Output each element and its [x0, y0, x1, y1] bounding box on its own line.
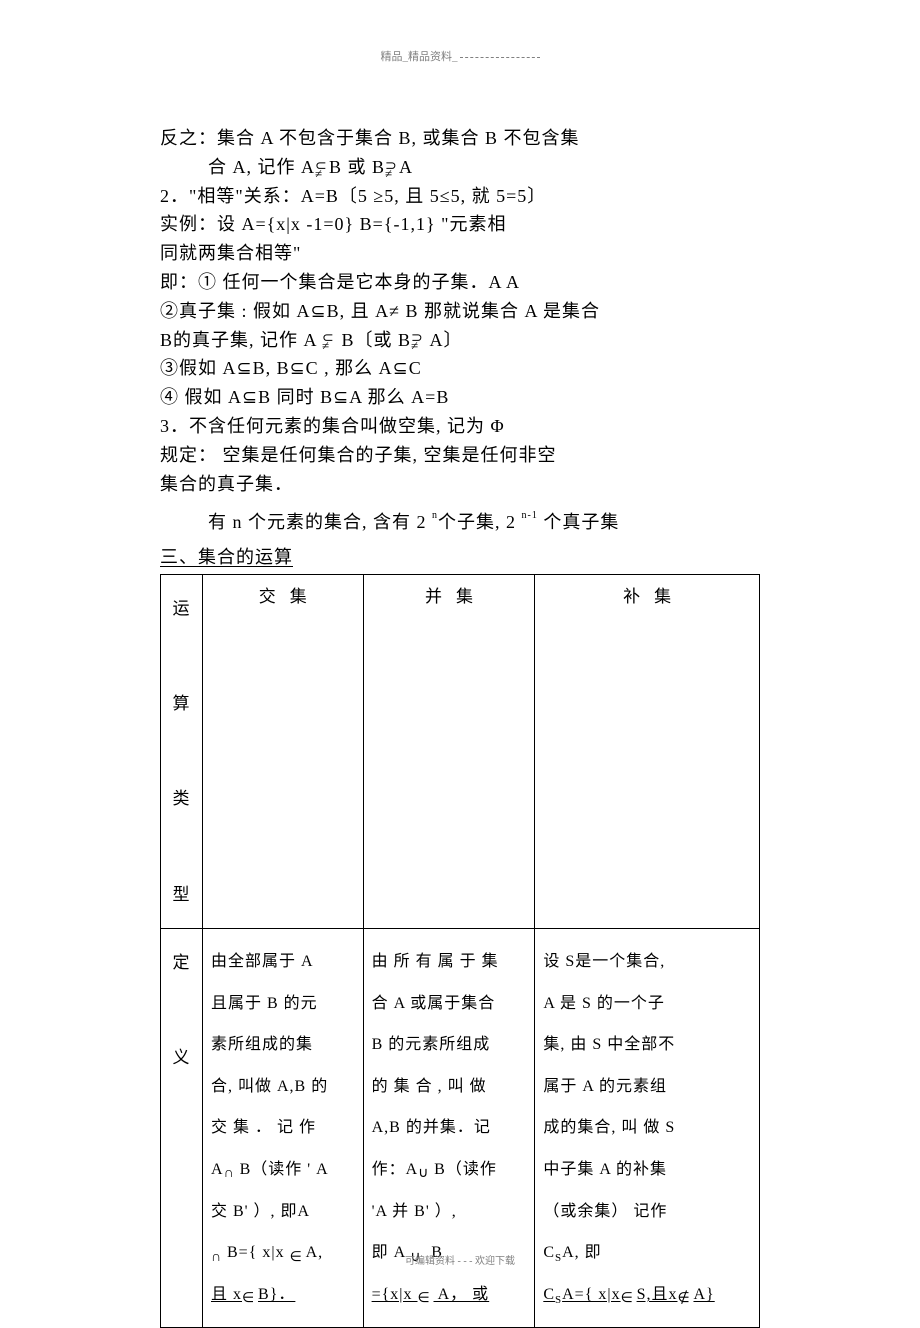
- c1l4: 合, 叫做 A,B 的: [211, 1078, 328, 1095]
- c1l9a: 且 x: [211, 1286, 242, 1303]
- text-7b: B〔或 B: [336, 330, 411, 350]
- line-11: 规定： 空集是任何集合的子集, 空集是任何非空: [160, 441, 760, 470]
- line-1b: 合 A, 记作 A B 或 B A: [160, 153, 760, 182]
- cap-sym: ∩: [224, 1156, 235, 1192]
- text-7c: A〕: [425, 330, 463, 350]
- proper-supset-icon: [411, 332, 425, 350]
- c3l7: （或余集） 记作: [543, 1203, 667, 1220]
- c1l1: 由全部属于 A: [211, 953, 314, 970]
- c3l4: 属于 A 的元素组: [543, 1078, 667, 1095]
- def-intersection: 由全部属于 A 且属于 B 的元 素所组成的集 合, 叫做 A,B 的 交 集 …: [203, 929, 364, 1328]
- c2l9b: A， 或: [434, 1286, 490, 1303]
- in-sym-3: ∈: [418, 1281, 431, 1317]
- line-7: B的真子集, 记作 A B〔或 B A〕: [160, 326, 760, 355]
- line-8: ③假如 A⊆B, B⊆C , 那么 A⊆C: [160, 354, 760, 383]
- def-union: 由 所 有 属 于 集 合 A 或属于集合 B 的元素所组成 的 集 合 , 叫…: [363, 929, 535, 1328]
- line-2: 2．"相等"关系：A=B〔5 ≥5, 且 5≤5, 就 5=5〕: [160, 182, 760, 211]
- c2l4: 的 集 合 , 叫 做: [372, 1078, 487, 1095]
- page-header: 精品_精品资料_: [0, 0, 920, 64]
- text-1b: 合 A, 记作 A: [208, 157, 315, 177]
- c2l7: 'A 并 B' ）,: [372, 1203, 457, 1220]
- line-5: 即：① 任何一个集合是它本身的子集．A A: [160, 268, 760, 297]
- c1l5: 交 集 ． 记 作: [211, 1119, 316, 1136]
- line-6: ②真子集 : 假如 A⊆B, 且 A≠ B 那就说集合 A 是集合: [160, 297, 760, 326]
- line-10: 3．不含任何元素的集合叫做空集, 记为 Φ: [160, 412, 760, 441]
- table-row-definition: 定义 由全部属于 A 且属于 B 的元 素所组成的集 合, 叫做 A,B 的 交…: [161, 929, 760, 1328]
- c2l5: A,B 的并集．记: [372, 1119, 491, 1136]
- cup-sym: ∪: [418, 1156, 429, 1192]
- c2l9a: ={x|x: [372, 1286, 418, 1303]
- c1l6a: A: [211, 1161, 224, 1178]
- col-complement: 补集: [535, 574, 760, 928]
- notin-sym: ∉: [677, 1281, 690, 1317]
- c3l9d: A}: [693, 1286, 714, 1303]
- line-3: 实例：设 A={x|x -1=0} B={-1,1} "元素相: [160, 210, 760, 239]
- page-footer: 可编辑资料 - - - 欢迎下载: [0, 1252, 920, 1267]
- document-body: 反之：集合 A 不包含于集合 B, 或集合 B 不包含集 合 A, 记作 A B …: [0, 64, 920, 1328]
- c2l3: B 的元素所组成: [372, 1036, 491, 1053]
- line-13: 有 n 个元素的集合, 含有 2 n个子集, 2 n-1 个真子集: [160, 508, 760, 537]
- operations-table: 运算类型 交集 并集 补集 定义 由全部属于 A 且属于 B 的元 素所组成的集…: [160, 574, 760, 1328]
- line-1a: 反之：集合 A 不包含于集合 B, 或集合 B 不包含集: [160, 124, 760, 153]
- proper-subset-icon: [322, 332, 336, 350]
- c3l9a: C: [543, 1286, 555, 1303]
- text-3: 实例：设 A={x|x -1=0} B={-1,1} "元素相: [160, 214, 506, 234]
- line-4: 同就两集合相等": [160, 239, 760, 268]
- col-union: 并集: [363, 574, 535, 928]
- c3l5: 成的集合, 叫 做 S: [543, 1119, 675, 1136]
- c1l7: 交 B' ）, 即A: [211, 1203, 310, 1220]
- text-13b: 个子集, 2: [438, 512, 522, 532]
- row-head-def: 定义: [161, 929, 203, 1328]
- in-sym-2: ∈: [242, 1281, 255, 1317]
- line-9: ④ 假如 A⊆B 同时 B⊆A 那么 A=B: [160, 383, 760, 412]
- table-row-header: 运算类型 交集 并集 补集: [161, 574, 760, 928]
- def-complement: 设 S是一个集合, A 是 S 的一个子 集, 由 S 中全部不 属于 A 的元…: [535, 929, 760, 1328]
- sup-n: n: [432, 510, 438, 521]
- text-7a: B的真子集, 记作 A: [160, 330, 322, 350]
- text-1c: B 或 B: [329, 157, 385, 177]
- line-12: 集合的真子集．: [160, 470, 760, 499]
- c1l6b: B（读作 ' A: [240, 1161, 329, 1178]
- c2l1: 由 所 有 属 于 集: [372, 953, 499, 970]
- c3l3: 集, 由 S 中全部不: [543, 1036, 675, 1053]
- c3l9c: S,且x: [637, 1286, 678, 1303]
- row-head-type: 运算类型: [161, 574, 203, 928]
- section-title: 三、集合的运算: [160, 543, 760, 572]
- header-underline: [460, 57, 540, 58]
- c3l1: 设 S是一个集合,: [543, 953, 665, 970]
- c3l9b: A={ x|x: [562, 1286, 620, 1303]
- c1l2: 且属于 B 的元: [211, 995, 318, 1012]
- sup-n1: n-1: [522, 510, 538, 521]
- text-1d: A: [399, 157, 413, 177]
- c3l6: 中子集 A 的补集: [543, 1161, 667, 1178]
- c2l6b: B（读作: [434, 1161, 497, 1178]
- c1l3: 素所组成的集: [211, 1036, 313, 1053]
- in-sym-4: ∈: [621, 1281, 634, 1317]
- c2l6a: 作：A: [372, 1161, 419, 1178]
- not-supset-icon: [385, 160, 399, 178]
- c2l2: 合 A 或属于集合: [372, 995, 496, 1012]
- text-13a: 有 n 个元素的集合, 含有 2: [208, 512, 432, 532]
- col-intersection: 交集: [203, 574, 364, 928]
- text-13c: 个真子集: [538, 512, 620, 532]
- c1l9b: B}．: [258, 1286, 295, 1303]
- c3l2: A 是 S 的一个子: [543, 995, 665, 1012]
- header-label: 精品_精品资料_: [381, 51, 458, 63]
- not-subset-icon: [315, 160, 329, 178]
